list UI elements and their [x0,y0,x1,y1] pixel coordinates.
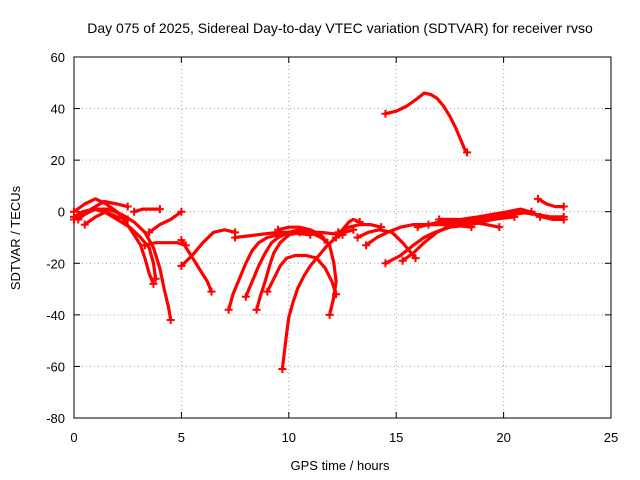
point-marker [463,148,472,157]
series-arc-9 [179,238,214,294]
series-arc-10 [179,228,237,268]
point-marker [398,256,407,265]
series-arc-27 [512,210,566,221]
x-tick-label: 0 [70,430,77,445]
y-tick-label: -40 [46,308,65,323]
data-series [70,91,568,374]
series-arc-3 [72,197,156,286]
y-tick-label: 0 [58,205,65,220]
point-marker [241,292,250,301]
point-marker [325,310,334,319]
series-arc-23 [401,210,534,263]
point-marker [80,220,89,229]
point-marker [140,241,149,250]
series-arc-17 [276,225,338,317]
y-tick-label: -20 [46,256,65,271]
plot-frame [73,56,612,419]
point-marker [155,205,164,214]
x-axis-label: GPS time / hours [291,458,390,473]
series-arc-25 [437,217,501,229]
point-marker [495,223,504,232]
point-marker [231,233,240,242]
point-marker [207,287,216,296]
series-arc-15 [280,228,355,371]
series-arc-7 [147,210,183,234]
x-tick-label: 5 [178,430,185,445]
point-marker [123,202,132,211]
series-arc-26 [426,210,566,227]
x-tick-label: 15 [389,430,403,445]
point-marker [274,225,283,234]
x-tick-label: 25 [604,430,618,445]
point-marker [224,305,233,314]
point-marker [413,223,422,232]
point-marker [70,207,78,216]
point-marker [334,228,343,237]
x-tick-label: 10 [282,430,296,445]
series-arc-21 [364,223,473,247]
series-arc-2 [72,207,173,322]
point-marker [362,241,371,250]
point-marker [177,207,186,216]
series-arc-12 [244,228,330,299]
point-marker [130,207,139,216]
x-tick-label: 20 [496,430,510,445]
point-marker [559,215,568,224]
series-arc-28 [536,197,566,209]
point-marker [381,109,390,118]
point-marker [332,233,341,242]
point-marker [424,220,433,229]
y-tick-label: 60 [51,50,65,65]
series-arc-1 [72,207,158,281]
point-marker [74,215,83,224]
y-tick-label: 40 [51,102,65,117]
series-arc-4 [76,199,130,221]
point-marker [559,202,568,211]
grid [74,57,611,418]
point-marker [166,316,175,325]
point-marker [252,305,261,314]
point-marker [353,233,362,242]
series-arc-6 [132,207,162,214]
y-tick-label: -80 [46,411,65,426]
y-tick-label: -60 [46,359,65,374]
point-marker [123,215,132,224]
chart-title: Day 075 of 2025, Sidereal Day-to-day VTE… [87,20,593,36]
axis-ticks: 0 5 10 15 20 25 -80 -60 -40 -20 0 20 40 60 [46,50,618,445]
point-marker [510,210,519,219]
y-tick-label: 20 [51,153,65,168]
point-marker [381,259,390,268]
series-arc-19 [336,223,383,234]
point-marker [278,365,287,374]
point-marker [411,254,420,263]
series-arc-13 [255,230,302,312]
series-arc-14 [265,253,338,296]
series-arc-29 [383,91,469,154]
point-marker [177,261,186,270]
point-marker [263,287,272,296]
y-axis-label: SDTVAR / TECUs [8,185,23,290]
series-arc-16 [233,230,345,240]
point-marker [533,194,542,203]
point-marker [149,279,158,288]
point-marker [145,228,154,237]
series-arc-5 [83,210,130,227]
point-marker [177,236,186,245]
series-arc-8 [143,241,188,247]
